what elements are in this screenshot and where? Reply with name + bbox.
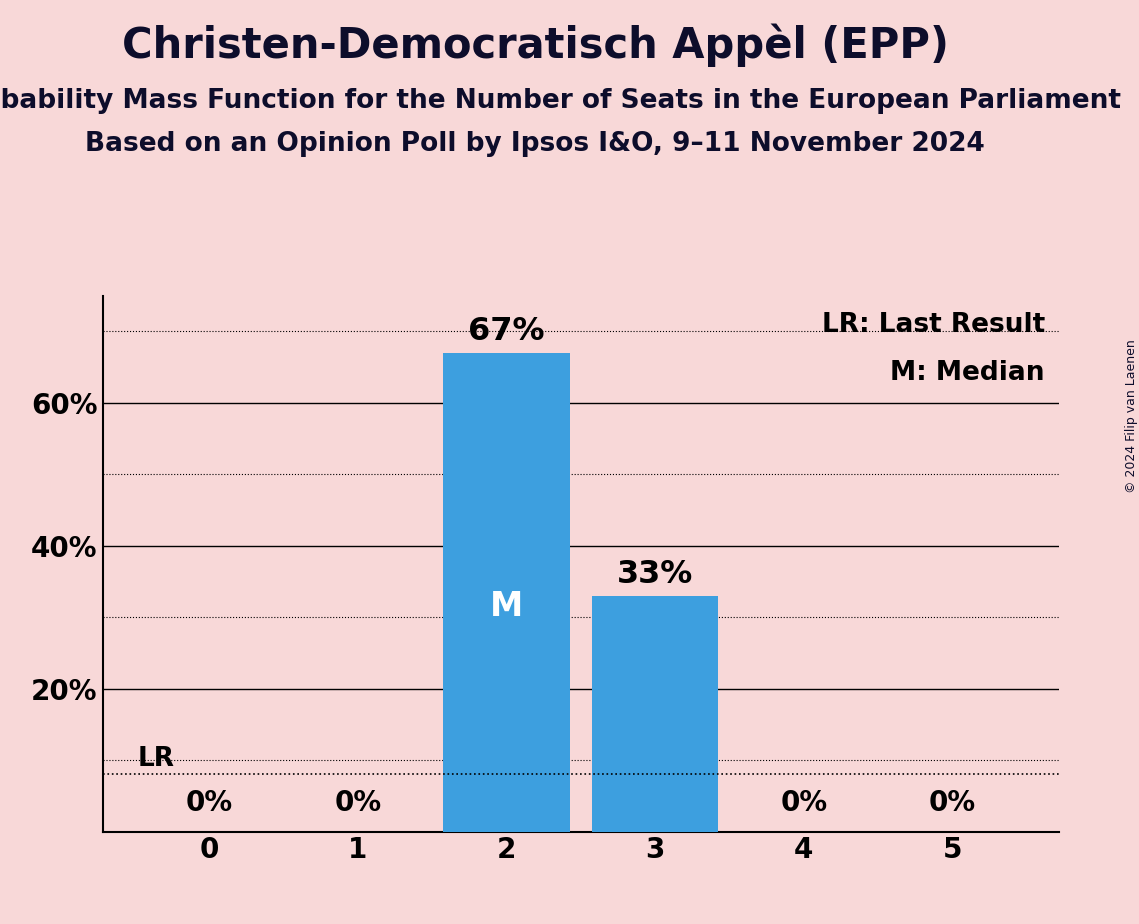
Text: 33%: 33% — [617, 559, 694, 590]
Text: 0%: 0% — [929, 789, 976, 818]
Text: M: M — [490, 590, 523, 623]
Text: © 2024 Filip van Laenen: © 2024 Filip van Laenen — [1124, 339, 1138, 492]
Text: 0%: 0% — [335, 789, 382, 818]
Text: Based on an Opinion Poll by Ipsos I&O, 9–11 November 2024: Based on an Opinion Poll by Ipsos I&O, 9… — [85, 131, 985, 157]
Text: 0%: 0% — [780, 789, 827, 818]
Bar — [592, 596, 719, 832]
Text: Christen-Democratisch Appèl (EPP): Christen-Democratisch Appèl (EPP) — [122, 23, 949, 67]
Text: LR: LR — [138, 747, 174, 772]
Text: 67%: 67% — [468, 316, 544, 347]
Text: 0%: 0% — [186, 789, 232, 818]
Text: M: Median: M: Median — [891, 360, 1044, 386]
Text: Probability Mass Function for the Number of Seats in the European Parliament: Probability Mass Function for the Number… — [0, 88, 1121, 114]
Text: LR: Last Result: LR: Last Result — [821, 311, 1044, 338]
Bar — [443, 353, 570, 832]
